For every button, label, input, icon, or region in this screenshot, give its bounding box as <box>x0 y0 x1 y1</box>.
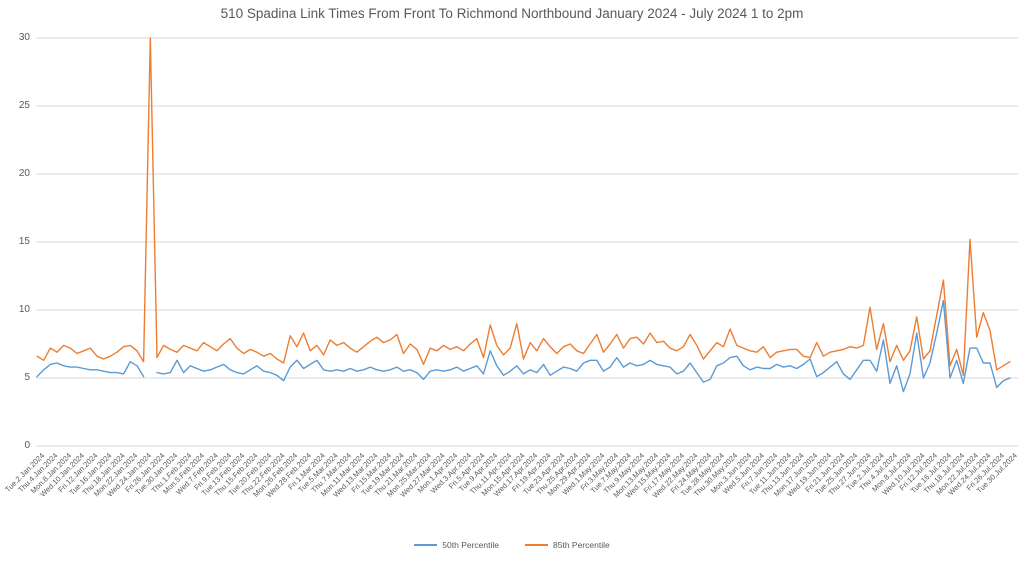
y-axis-tick-label: 15 <box>18 236 30 247</box>
legend-item: 85th Percentile <box>525 540 610 550</box>
legend: 50th Percentile 85th Percentile <box>0 540 1024 550</box>
legend-item: 50th Percentile <box>414 540 499 550</box>
y-axis-tick-label: 30 <box>18 32 30 43</box>
legend-item-label: 50th Percentile <box>442 540 499 550</box>
series-line-50th-percentile <box>36 361 145 378</box>
y-axis-tick-label: 10 <box>18 304 30 315</box>
series-line-50th-percentile <box>156 299 1011 393</box>
legend-item-label: 85th Percentile <box>553 540 610 550</box>
y-axis-tick-label: 20 <box>18 168 30 179</box>
legend-line-swatch <box>525 544 548 546</box>
y-axis-tick-label: 5 <box>24 372 30 383</box>
y-axis-tick-label: 25 <box>18 100 30 111</box>
legend-line-swatch <box>414 544 438 546</box>
chart-title: 510 Spadina Link Times From Front To Ric… <box>220 6 804 21</box>
y-axis-tick-label: 0 <box>24 440 30 451</box>
series-line-85th-percentile <box>36 37 1011 376</box>
